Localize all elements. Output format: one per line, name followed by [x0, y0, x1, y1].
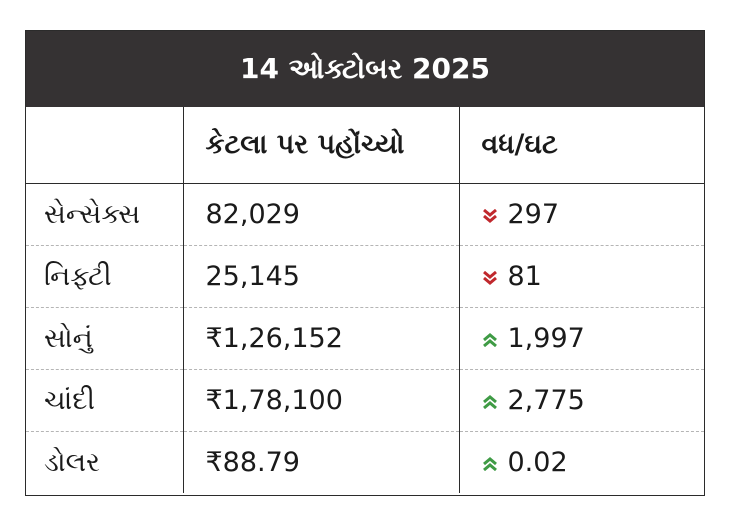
table-grid: કેટલા પર પહોંચ્યો વધ/ઘટ સેન્સેક્સ 82,029 297… [26, 107, 704, 493]
change-cell: 2,775 [458, 369, 704, 432]
change-cell: 1,997 [458, 307, 704, 370]
header-cell-empty [26, 107, 183, 184]
rate-table: 14 ઓક્ટોબર 2025 કેટલા પર પહોંચ્યો વધ/ઘટ સે… [25, 30, 705, 496]
row-name: ચાંદી [26, 369, 183, 432]
row-change: 81 [507, 261, 542, 292]
arrow-down [482, 270, 497, 285]
change-cell: 81 [458, 245, 704, 308]
row-change: 297 [507, 199, 560, 230]
row-value: ₹1,78,100 [182, 369, 459, 432]
arrow-up [482, 332, 497, 347]
column-header: વધ/ઘટ [458, 107, 704, 184]
data-row: નિફ્ટી 25,145 81 [26, 245, 704, 308]
arrow-down [482, 208, 497, 223]
data-row: ચાંદી ₹1,78,100 2,775 [26, 369, 704, 432]
row-value: 82,029 [182, 183, 459, 246]
row-change: 1,997 [507, 323, 585, 354]
table-title: 14 ઓક્ટોબર 2025 [26, 31, 704, 107]
row-value: 25,145 [182, 245, 459, 308]
arrow-up [482, 394, 497, 409]
row-name: નિફ્ટી [26, 245, 183, 308]
change-cell: 297 [458, 183, 704, 246]
row-name: ડોલર [26, 431, 183, 493]
data-row: સેન્સેક્સ 82,029 297 [26, 183, 704, 246]
data-row: ડોલર ₹88.79 0.02 [26, 431, 704, 493]
row-value: ₹1,26,152 [182, 307, 459, 370]
row-name: સેન્સેક્સ [44, 198, 141, 230]
row-change: 0.02 [507, 447, 568, 478]
row-name: સોનું [26, 307, 183, 370]
row-value: ₹88.79 [182, 431, 459, 493]
column-header: કેટલા પર પહોંચ્યો [182, 107, 459, 184]
data-row: સોનું ₹1,26,152 1,997 [26, 307, 704, 370]
change-cell: 0.02 [458, 431, 704, 493]
header-row: કેટલા પર પહોંચ્યો વધ/ઘટ [26, 107, 704, 184]
row-change: 2,775 [507, 385, 585, 416]
arrow-up [482, 456, 497, 471]
